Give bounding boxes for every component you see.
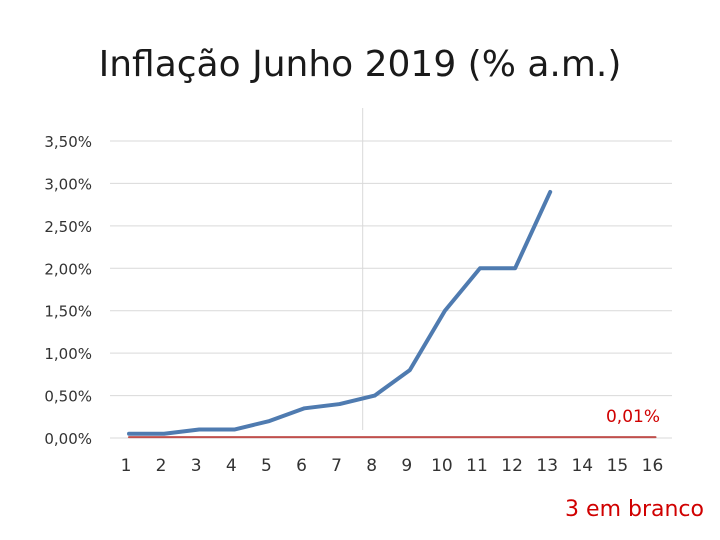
x-axis-tick-labels: 1 2 3 4 5 6 7 8 9 10 11 12 13 14 15 16	[121, 456, 664, 476]
y-tick-label: 3,00%	[44, 175, 92, 193]
chart-title: Inflação Junho 2019 (% a.m.)	[98, 44, 622, 85]
footnote-annotation: 3 em branco	[565, 497, 704, 522]
x-tick-label: 8	[366, 456, 377, 476]
x-tick-label: 15	[607, 456, 629, 476]
y-axis-tick-labels: 0,00% 0,50% 1,00% 1,50% 2,00% 2,50% 3,00% 3,50%	[44, 133, 92, 448]
x-tick-label: 12	[501, 456, 523, 476]
x-tick-label: 7	[331, 456, 342, 476]
y-tick-label: 2,00%	[44, 260, 92, 278]
y-tick-label: 1,00%	[44, 345, 92, 363]
y-tick-label: 2,50%	[44, 218, 92, 236]
gridlines	[110, 140, 672, 439]
y-tick-label: 0,50%	[44, 388, 92, 406]
x-tick-label: 2	[156, 456, 167, 476]
x-tick-label: 9	[401, 456, 412, 476]
series-lines	[127, 189, 657, 439]
y-tick-label: 1,50%	[44, 303, 92, 321]
x-tick-label: 11	[466, 456, 488, 476]
x-tick-label: 3	[191, 456, 202, 476]
x-tick-label: 14	[571, 456, 593, 476]
x-tick-label: 10	[431, 456, 453, 476]
y-tick-label: 0,00%	[44, 430, 92, 448]
x-tick-label: 6	[296, 456, 307, 476]
x-tick-label: 1	[121, 456, 132, 476]
x-tick-label: 5	[261, 456, 272, 476]
annotation-value-label: 0,01%	[606, 407, 660, 427]
y-tick-label: 3,50%	[44, 133, 92, 151]
x-tick-label: 13	[536, 456, 558, 476]
series-line-primary	[127, 189, 553, 436]
x-tick-label: 4	[226, 456, 237, 476]
x-tick-label: 16	[642, 456, 664, 476]
